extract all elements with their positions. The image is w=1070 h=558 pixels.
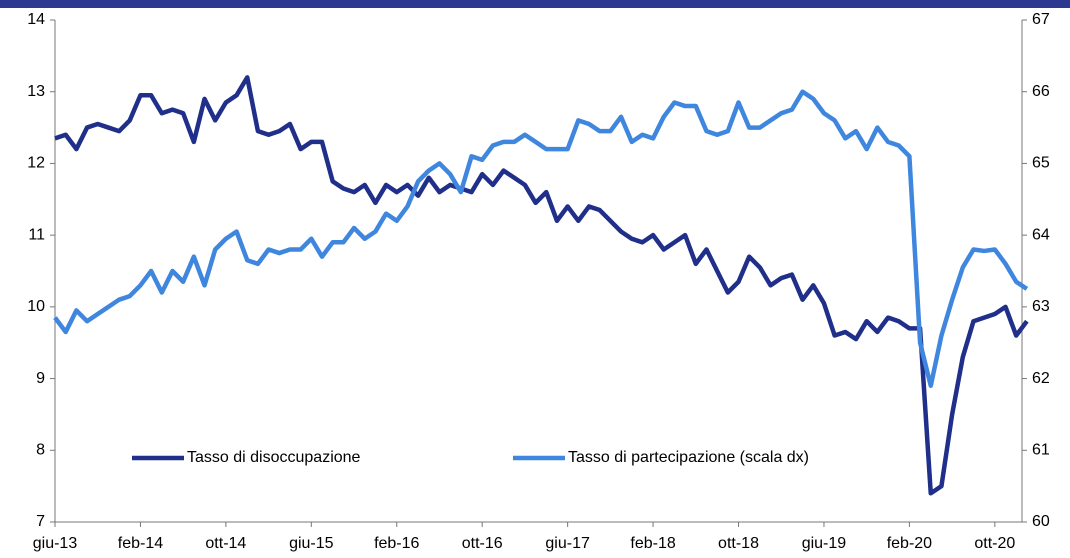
legend-label: Tasso di partecipazione (scala dx) [568,449,809,466]
y2-tick-label: 60 [1032,513,1050,530]
x-tick-label: giu-15 [289,535,334,552]
x-tick-label: ott-18 [718,535,759,552]
y-tick-label: 13 [27,83,45,100]
x-tick-label: ott-20 [974,535,1015,552]
y-tick-label: 11 [28,226,45,243]
top-bar [0,0,1070,8]
y2-tick-label: 64 [1032,226,1050,243]
legend-label: Tasso di disoccupazione [187,449,361,466]
x-tick-label: feb-16 [374,535,419,552]
y2-tick-label: 65 [1032,155,1050,172]
series-line [54,75,1029,496]
x-tick-label: feb-14 [118,535,163,552]
x-tick-label: ott-14 [205,535,246,552]
y2-tick-label: 63 [1032,298,1050,315]
y-tick-label: 12 [27,155,45,172]
x-tick-label: ott-16 [462,535,503,552]
y-tick-label: 9 [36,370,45,387]
y-tick-label: 10 [27,298,45,315]
y2-tick-label: 62 [1032,370,1050,387]
y-tick-label: 14 [27,11,45,28]
y2-tick-label: 61 [1032,442,1050,459]
y2-tick-label: 66 [1032,83,1050,100]
y2-tick-label: 67 [1032,11,1050,28]
x-tick-label: feb-20 [887,535,932,552]
x-tick-label: feb-18 [630,535,675,552]
x-tick-label: giu-13 [33,535,78,552]
y-tick-label: 8 [36,442,45,459]
x-tick-label: giu-19 [802,535,847,552]
x-tick-label: giu-17 [545,535,590,552]
series-line [53,89,1029,388]
y-tick-label: 7 [36,513,45,530]
